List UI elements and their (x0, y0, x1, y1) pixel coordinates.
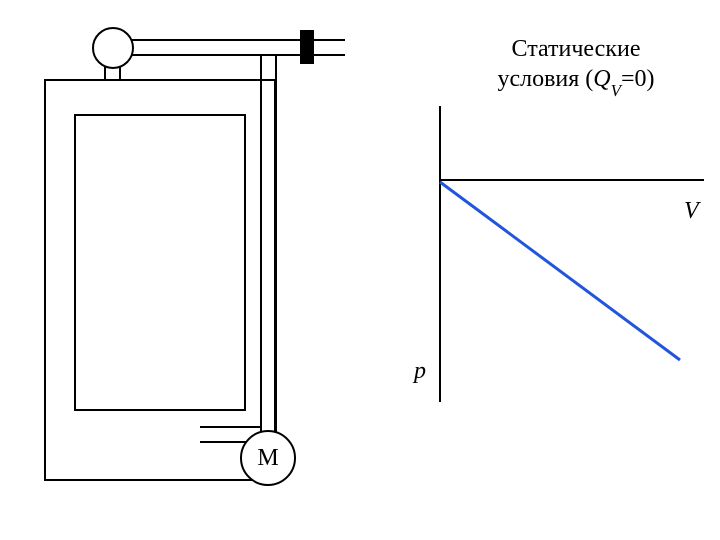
motor-label: М (257, 445, 278, 471)
valve-icon (300, 30, 314, 64)
chart-title-line1: Статические (512, 36, 641, 62)
joint-node (93, 28, 133, 68)
series-line (440, 182, 680, 360)
vessel-outer (45, 80, 275, 480)
chart: Vp Статические условия (QV=0) (412, 36, 704, 402)
axis-x-label: V (684, 198, 701, 224)
axis-y-label: p (412, 358, 426, 384)
schematic: М (45, 28, 345, 485)
vessel-inner (75, 115, 245, 410)
chart-title-line2: условия (QV=0) (497, 66, 654, 100)
